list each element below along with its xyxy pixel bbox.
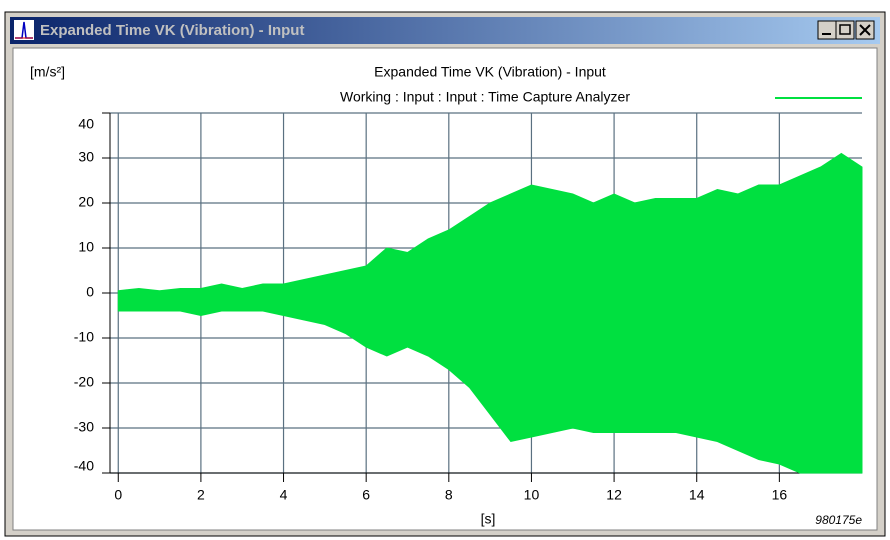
x-tick-label: 2	[197, 487, 205, 503]
y-tick-label: 20	[78, 194, 94, 210]
x-tick-label: 4	[280, 487, 288, 503]
figure-id: 980175e	[815, 513, 862, 527]
title-bar	[10, 17, 880, 44]
y-tick-label: -30	[74, 419, 94, 435]
y-tick-label: 30	[78, 149, 94, 165]
x-tick-label: 8	[445, 487, 453, 503]
y-tick-label: -10	[74, 329, 94, 345]
maximize-button[interactable]	[835, 20, 855, 40]
chart-title: Expanded Time VK (Vibration) - Input	[374, 64, 606, 80]
x-tick-label: 6	[362, 487, 370, 503]
close-button[interactable]	[855, 20, 875, 40]
x-tick-label: 0	[114, 487, 122, 503]
signal-band	[117, 152, 863, 474]
window-title: Expanded Time VK (Vibration) - Input	[40, 22, 304, 39]
x-tick-label: 12	[606, 487, 622, 503]
y-tick-label: 40	[78, 116, 94, 132]
x-unit: [s]	[481, 511, 496, 527]
x-tick-label: 16	[772, 487, 788, 503]
legend-label: Working : Input : Input : Time Capture A…	[340, 89, 630, 105]
minimize-button[interactable]	[817, 20, 837, 40]
y-tick-label: -40	[74, 458, 94, 474]
y-tick-label: 0	[86, 284, 94, 300]
x-tick-label: 10	[524, 487, 540, 503]
y-tick-label: -20	[74, 374, 94, 390]
y-tick-label: 10	[78, 239, 94, 255]
x-tick-label: 14	[689, 487, 705, 503]
y-unit: [m/s²]	[30, 64, 65, 80]
app-icon	[14, 20, 34, 40]
